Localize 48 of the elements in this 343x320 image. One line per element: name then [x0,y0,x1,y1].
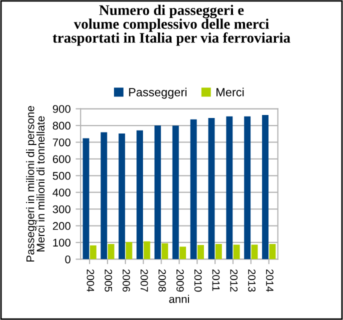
bar [90,245,96,260]
bar [126,242,132,260]
bar [233,244,240,260]
x-tick-label: 2004 [86,269,94,292]
x-tick-label: 2005 [104,269,112,292]
x-tick-label: 2010 [194,269,202,292]
bar [226,116,233,260]
bar [144,241,150,260]
bar [82,138,90,260]
legend-label: Merci [216,88,244,96]
bar [244,116,251,260]
y-tick-label: 800 [52,122,70,130]
y-tick-label: 600 [52,155,70,164]
bar [180,246,186,260]
bar [100,132,108,260]
y-tick-label: 900 [52,105,70,113]
bar [108,244,114,260]
bar [215,244,222,260]
bar [190,119,197,260]
y-tick-label: 300 [52,205,70,214]
y-axis-title: Passeggeri in milioni di persone Merci in milioni di tonnellate [26,106,45,262]
y-tick-label: 100 [53,238,70,247]
y-tick-label: 0 [65,255,70,264]
y-tick-label: 200 [52,222,70,230]
x-tick-label: 2007 [140,269,148,292]
x-tick-label: 2012 [230,269,238,292]
chart-title: Numero di passeggeri e volume complessivo delle merci trasportati in Italia per via ferroviaria [52,4,290,46]
y-tick-label: 700 [52,138,70,146]
x-tick-label: 2006 [122,269,130,292]
bar [136,130,143,260]
y-tick-label: 400 [52,188,70,196]
bar [251,244,258,260]
x-axis-title: anni [169,294,189,304]
bar [118,134,126,260]
bar [154,126,161,260]
y-tick-label: 500 [52,172,70,180]
bar [262,114,269,260]
bar [269,244,276,260]
bar [208,118,215,260]
x-tick-label: 2014 [266,269,274,292]
bar [162,243,168,260]
legend-label: Passeggeri [129,88,186,99]
x-tick-label: 2008 [158,269,166,292]
x-tick-label: 2011 [212,269,220,291]
bar [198,244,204,260]
bar [172,126,179,260]
x-tick-label: 2013 [248,269,256,292]
x-tick-label: 2009 [176,269,184,292]
